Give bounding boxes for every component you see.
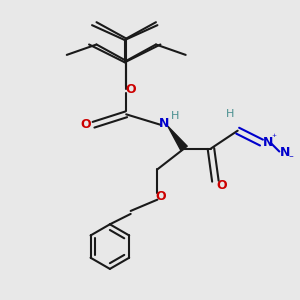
Text: O: O [156, 190, 166, 202]
Text: N: N [280, 146, 290, 160]
Polygon shape [168, 126, 187, 151]
Text: $^+$: $^+$ [270, 133, 278, 142]
Text: N: N [263, 136, 273, 149]
Text: H: H [226, 109, 234, 119]
Text: O: O [216, 179, 226, 192]
Text: H: H [170, 111, 179, 122]
Text: O: O [125, 82, 136, 96]
Text: N: N [159, 117, 169, 130]
Text: $^-$: $^-$ [287, 153, 294, 162]
Text: O: O [81, 118, 92, 131]
